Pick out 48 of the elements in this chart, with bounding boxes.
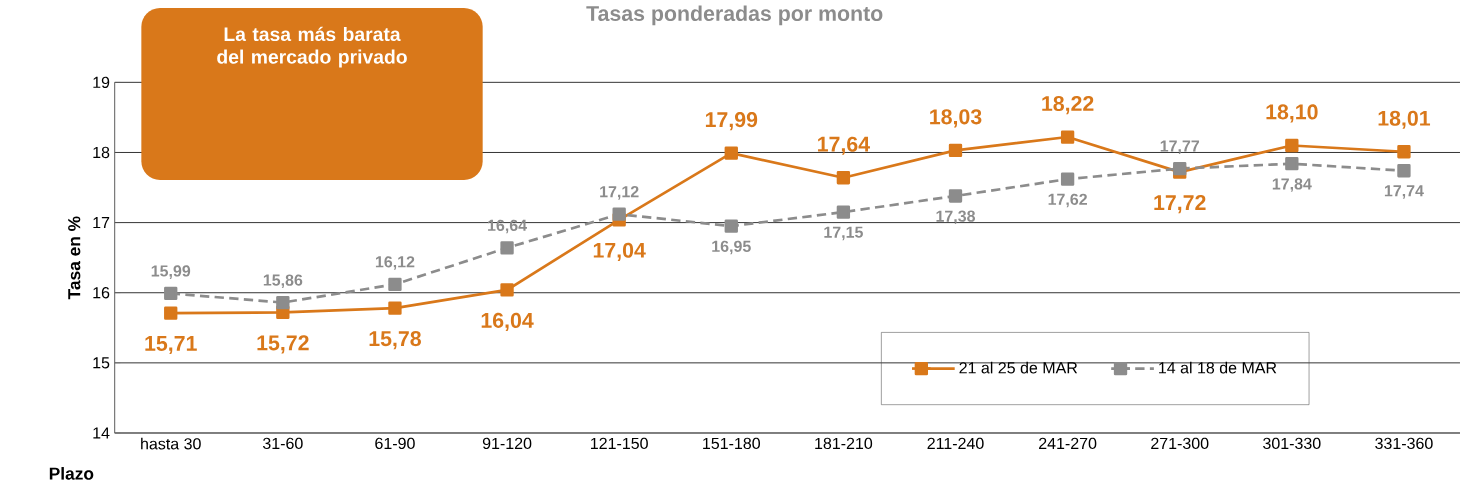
x-tick-label: 301-330 [1263,437,1321,449]
data-label: 17,12 [600,185,639,200]
y-tick-label: 18 [93,146,110,159]
data-label: 17,15 [824,226,863,241]
data-label: 16,64 [488,219,527,234]
y-tick-label: 15 [93,357,110,369]
data-label: 18,03 [930,109,982,128]
data-label: 18,10 [1266,104,1318,123]
data-label: 16,12 [375,256,415,270]
text: La tasa más barata del mercado privado [217,26,407,68]
chart-title: Tasas ponderadas por monto [586,5,883,26]
data-label: 17,84 [1272,178,1312,192]
x-tick-label: 121-150 [591,437,648,449]
data-label: 16,95 [712,240,751,255]
x-tick-label: 271-300 [1151,437,1209,449]
x-axis-title: Plazo [49,466,94,480]
y-tick-label: 19 [93,76,110,88]
y-tick-label: 14 [93,427,110,439]
data-label: 17,38 [936,210,976,224]
legend-label: 14 al 18 de MAR [1159,361,1277,374]
data-label: 15,78 [369,330,421,350]
data-label: 18,22 [1042,95,1094,115]
data-label: 17,62 [1048,193,1087,208]
x-tick-label: 31-60 [262,437,303,449]
data-label: 17,72 [1154,194,1206,214]
data-label: 17,99 [705,111,758,131]
x-tick-label: 331-360 [1375,437,1433,449]
data-label: 17,77 [1160,140,1200,154]
data-label: 15,71 [145,335,197,354]
y-tick-label: 17 [93,217,110,228]
x-tick-label: 211-240 [927,437,984,449]
x-tick-label: 91-120 [482,437,532,449]
data-label: 17,64 [818,136,870,155]
x-tick-label: 181-210 [815,437,873,449]
data-label: 15,99 [151,265,191,279]
data-label: 15,72 [257,335,309,354]
data-label: 18,01 [1378,110,1431,129]
legend-label: 21 al 25 de MAR [959,361,1078,374]
data-label: 15,86 [263,274,303,288]
y-tick-label: 16 [93,286,110,299]
x-tick-label: 61-90 [375,437,415,449]
x-tick-label: 151-180 [703,437,761,449]
data-label: 17,74 [1384,185,1424,199]
y-axis-title: Tasa en % [68,216,81,300]
data-label: 16,04 [481,312,534,331]
x-tick-label: hasta 30 [141,437,201,450]
data-label: 17,04 [593,242,646,261]
x-tick-label: 241-270 [1039,437,1097,449]
